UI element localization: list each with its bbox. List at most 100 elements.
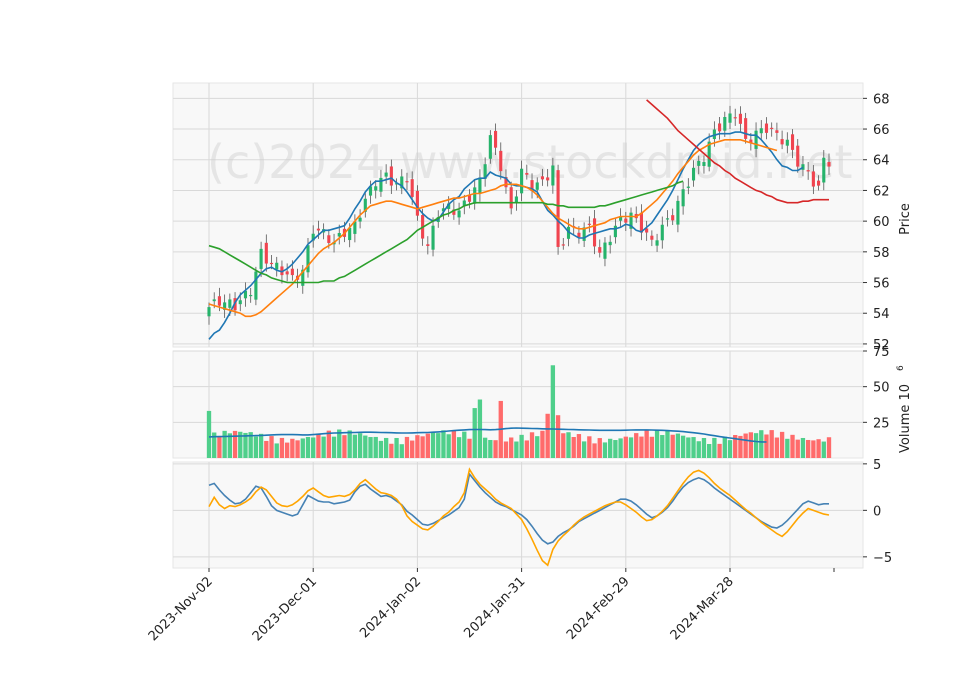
volume-bar (238, 431, 243, 458)
xtick-label: 2024-Feb-29 (564, 574, 633, 643)
volume-bar (628, 437, 634, 458)
price-ytick-label: 56 (873, 277, 890, 292)
volume-bar (243, 432, 248, 458)
candle-body (363, 198, 367, 212)
price-axis-label: Price (898, 203, 913, 235)
candle-body (822, 157, 826, 183)
xtick-label: 2024-Jan-31 (461, 574, 528, 641)
candle-body (754, 130, 758, 149)
candle-body (384, 172, 388, 177)
volume-axis-label-text: Volume 10 (898, 384, 913, 453)
volume-bar (816, 439, 821, 458)
candle-body (264, 242, 268, 264)
volume-bar (425, 433, 430, 458)
volume-ytick-label: 75 (873, 345, 890, 360)
volume-bar (691, 437, 696, 458)
volume-bar (274, 443, 279, 458)
candle-body (733, 117, 737, 119)
candle-body (629, 212, 633, 229)
candle-body (410, 179, 414, 197)
volume-ytick-label: 50 (873, 381, 890, 396)
volume-bar (660, 435, 665, 458)
volume-bar (707, 443, 712, 458)
volume-bar (535, 436, 540, 458)
price-ytick-label: 54 (873, 307, 890, 322)
volume-bar (451, 430, 457, 458)
candle-body (520, 168, 524, 194)
volume-bar (759, 430, 764, 458)
volume-axis-label: Volume 10 6 (896, 365, 913, 453)
candle-body (686, 186, 690, 188)
volume-bar (394, 437, 399, 458)
candle-body (681, 189, 685, 207)
candle-body (207, 307, 211, 317)
candle-body (749, 139, 753, 143)
candle-body (665, 218, 670, 220)
candle-body (785, 139, 789, 146)
volume-bar (290, 438, 295, 458)
volume-bar (217, 436, 222, 458)
volume-bar (373, 436, 378, 458)
volume-bar (805, 439, 811, 458)
volume-bar (383, 437, 389, 458)
candle-body (405, 181, 409, 183)
volume-bar (670, 434, 675, 458)
volume-bar (587, 436, 592, 458)
price-ytick-label: 68 (873, 92, 890, 107)
candle-body (759, 128, 763, 134)
candle-body (723, 117, 727, 131)
xtick-label: 2023-Nov-02 (146, 574, 216, 644)
volume-bar (712, 437, 717, 458)
price-panel (172, 82, 864, 348)
volume-bar (264, 440, 269, 458)
volume-bar (550, 365, 556, 458)
volume-bar (441, 430, 446, 458)
volume-bar (227, 433, 233, 458)
candle-body (691, 167, 696, 181)
candle-body (608, 241, 612, 246)
volume-bar (561, 433, 566, 458)
volume-bar (529, 432, 535, 458)
volume-bar (764, 434, 769, 458)
volume-bar (357, 433, 363, 458)
volume-bar (300, 438, 305, 458)
candle-body (540, 176, 545, 180)
candle-body (514, 196, 518, 203)
indicator-ytick-label: 0 (873, 504, 881, 519)
candle-body (379, 177, 383, 192)
candle-body (639, 212, 643, 233)
candle-body (275, 262, 279, 270)
candle-body (254, 271, 258, 300)
candle-body (447, 203, 451, 209)
volume-bar (654, 429, 660, 458)
volume-bar (410, 440, 415, 458)
volume-bar (368, 437, 373, 458)
xtick-label: 2024-Jan-02 (357, 574, 424, 641)
volume-bar (675, 433, 681, 458)
volume-bar (581, 441, 587, 458)
candle-body (744, 118, 748, 139)
series-line-1 (208, 139, 778, 318)
candle-body (535, 182, 539, 190)
volume-bar (389, 443, 394, 458)
candle-body (238, 300, 242, 305)
candle-body (243, 290, 248, 299)
volume-bar (415, 435, 420, 458)
candle-body (395, 183, 399, 185)
candle-body (493, 130, 498, 148)
volume-bar (279, 437, 285, 458)
volume-bar (774, 437, 780, 458)
volume-bar (524, 440, 529, 458)
candle-body (764, 123, 769, 133)
candle-body (592, 218, 597, 247)
volume-bar (347, 430, 352, 458)
candle-body (780, 139, 784, 145)
candle-body (770, 127, 774, 129)
price-ytick-label: 52 (873, 338, 890, 353)
volume-bar (253, 436, 259, 458)
candle-body (457, 210, 461, 218)
volume-bar (519, 434, 524, 458)
volume-bar (321, 436, 326, 458)
volume-bar (680, 435, 686, 458)
